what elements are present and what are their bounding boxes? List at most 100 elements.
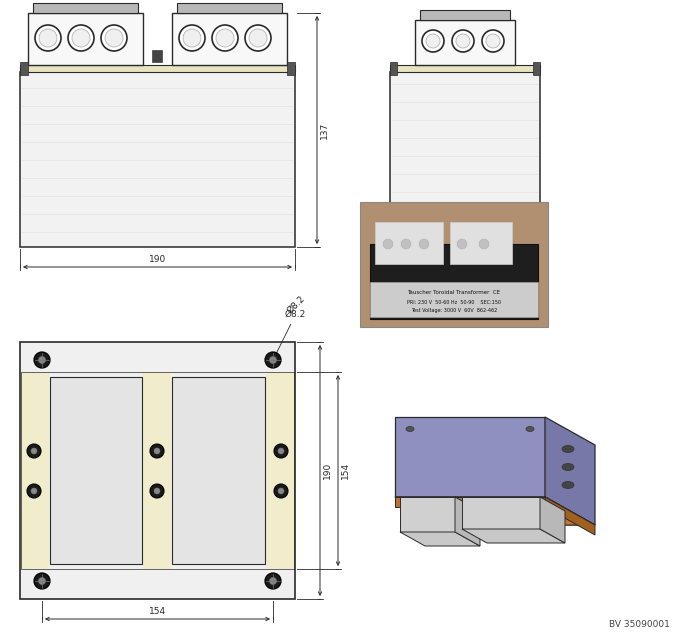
Text: Ø8.2: Ø8.2 [285,294,307,315]
Circle shape [274,484,288,498]
Text: 154: 154 [341,462,350,479]
Circle shape [383,239,393,249]
Circle shape [265,573,281,589]
Circle shape [486,34,500,48]
Bar [287,62,295,75]
Ellipse shape [406,427,414,431]
Bar [172,377,265,564]
Circle shape [212,25,238,51]
Text: Tauscher Toroidal Transformer  CE: Tauscher Toroidal Transformer CE [407,289,500,294]
Polygon shape [462,497,540,529]
Polygon shape [395,417,545,497]
Circle shape [39,29,57,47]
Text: 190: 190 [149,255,166,264]
Circle shape [31,448,37,454]
Polygon shape [462,529,565,543]
Circle shape [72,29,90,47]
Text: Ø8.2: Ø8.2 [274,310,306,357]
Circle shape [419,239,429,249]
Circle shape [105,29,123,47]
Circle shape [150,484,164,498]
Bar [415,20,515,65]
Polygon shape [395,497,595,525]
Circle shape [482,30,504,52]
Bar [360,202,548,327]
Circle shape [150,444,164,458]
Circle shape [452,30,474,52]
Bar [390,65,540,72]
Bar [143,372,171,569]
Circle shape [426,34,440,48]
Text: 190: 190 [323,462,332,479]
Text: BV 35090001: BV 35090001 [609,620,670,629]
Circle shape [245,25,271,51]
Bar [420,10,510,20]
Circle shape [249,29,267,47]
Circle shape [101,25,127,51]
Bar [390,72,540,207]
Circle shape [456,34,470,48]
Circle shape [179,25,205,51]
Circle shape [27,444,41,458]
Bar [20,65,295,72]
Polygon shape [455,497,480,546]
Circle shape [479,239,489,249]
Circle shape [34,352,50,368]
Bar [152,50,162,62]
Circle shape [265,352,281,368]
Circle shape [457,239,467,249]
Bar [20,62,28,75]
Polygon shape [400,497,455,532]
Circle shape [401,239,411,249]
Text: 137: 137 [320,122,329,139]
Ellipse shape [526,427,534,431]
Text: Test Voltage: 3000 V  60V  862-462: Test Voltage: 3000 V 60V 862-462 [411,308,497,313]
Bar [450,222,512,264]
Circle shape [278,448,284,454]
Polygon shape [545,497,595,535]
Circle shape [154,488,160,494]
Polygon shape [540,497,565,543]
Circle shape [35,25,61,51]
Bar [390,62,397,75]
Circle shape [34,573,50,589]
Polygon shape [400,532,480,546]
Bar [370,282,538,317]
Bar [172,13,287,65]
Circle shape [68,25,94,51]
Circle shape [27,484,41,498]
Bar [28,13,143,65]
Ellipse shape [562,445,574,452]
Text: PRI: 230 V  50-60 Hz  50-90    SEC:150: PRI: 230 V 50-60 Hz 50-90 SEC:150 [407,299,501,304]
Polygon shape [395,497,545,507]
Bar [21,372,49,569]
Bar [20,72,295,247]
Bar [21,372,294,569]
Polygon shape [395,497,595,525]
Bar [33,3,138,13]
Circle shape [31,488,37,494]
Circle shape [278,488,284,494]
Circle shape [39,578,46,585]
Circle shape [183,29,201,47]
Bar [177,3,282,13]
Polygon shape [545,417,595,525]
Bar [21,343,294,372]
Circle shape [274,444,288,458]
Circle shape [269,357,277,364]
Circle shape [422,30,444,52]
Bar [21,569,294,598]
Bar [370,244,538,319]
Circle shape [39,357,46,364]
Circle shape [154,448,160,454]
Ellipse shape [562,464,574,471]
Bar [50,377,142,564]
Bar [375,222,443,264]
Circle shape [269,578,277,585]
Ellipse shape [562,482,574,489]
Bar [266,372,294,569]
Bar [533,62,540,75]
Text: 154: 154 [149,607,166,616]
Bar [20,342,295,599]
Circle shape [216,29,234,47]
